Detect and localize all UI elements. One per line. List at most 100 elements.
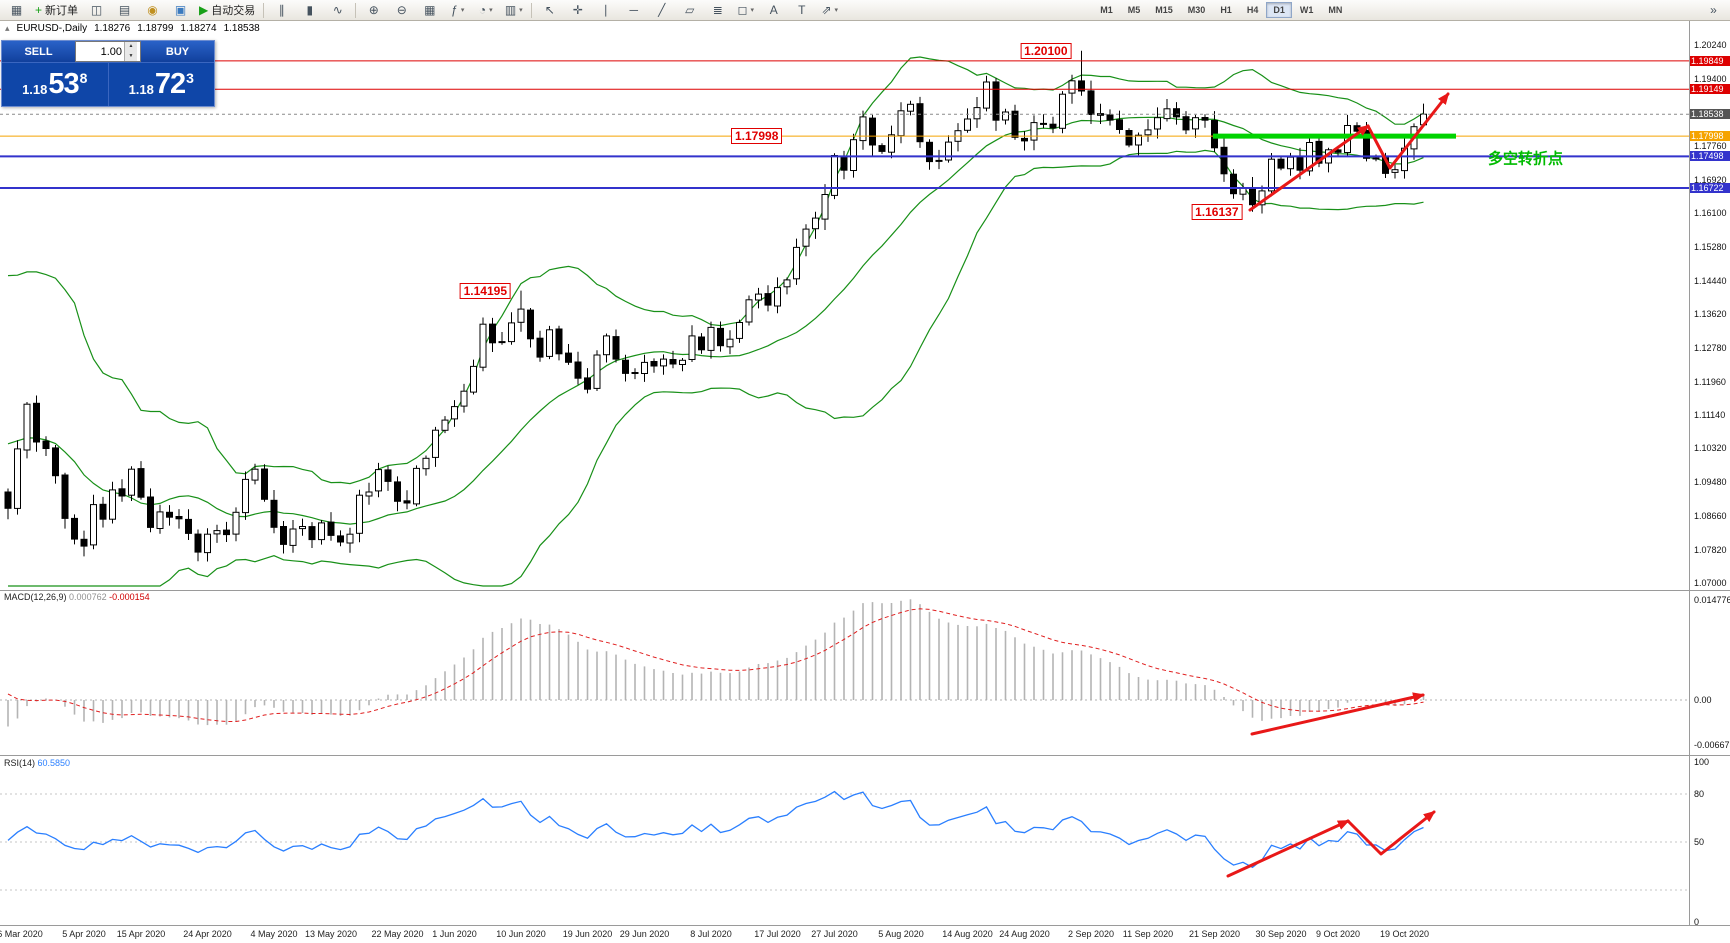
candle-body	[403, 500, 411, 504]
candle-body	[869, 117, 876, 146]
new-order-button[interactable]: + 新订单	[31, 1, 82, 20]
navigator-icon[interactable]: ◉	[139, 1, 166, 20]
text-icon[interactable]: A	[760, 1, 787, 20]
candle-body	[1353, 125, 1361, 132]
candle-body	[308, 526, 316, 541]
candle-body	[204, 533, 211, 554]
candle-body	[1011, 110, 1019, 138]
text-label-icon[interactable]: T	[788, 1, 815, 20]
turning-point-annotation[interactable]: 多空转折点	[1488, 150, 1564, 168]
candle-body	[1315, 140, 1323, 164]
trend-arrow[interactable]	[1346, 810, 1436, 856]
zoom-out-icon[interactable]: ⊖	[388, 1, 415, 20]
rsi-panel-separator[interactable]	[0, 755, 1730, 756]
candle-body	[1182, 116, 1190, 131]
cursor-icon[interactable]: ↖	[536, 1, 563, 20]
candle-body	[42, 440, 50, 450]
timeframe-D1-button[interactable]: D1	[1266, 2, 1292, 18]
trend-arrow[interactable]	[1248, 124, 1370, 212]
timeframe-MN-button[interactable]: MN	[1328, 5, 1343, 15]
trend-arrow[interactable]	[1250, 692, 1425, 736]
timeframe-M15-button[interactable]: M15	[1155, 5, 1173, 15]
fibonacci-icon[interactable]: ≣	[704, 1, 731, 20]
panel-collapse-icon[interactable]: ▴	[5, 23, 10, 33]
buy-price[interactable]: 1.18 72 3	[107, 63, 215, 106]
sell-button[interactable]: SELL	[2, 41, 75, 62]
sell-price-big: 53	[48, 68, 79, 100]
data-window-icon[interactable]: ▤	[111, 1, 138, 20]
candle-body	[992, 81, 1000, 121]
timeframe-W1-button[interactable]: W1	[1299, 5, 1314, 15]
price-label[interactable]: 1.17998	[731, 128, 783, 145]
sell-price[interactable]: 1.18 53 8	[2, 63, 108, 106]
buy-price-sup: 3	[186, 70, 194, 86]
zoom-in-icon[interactable]: ⊕	[360, 1, 387, 20]
candle-body	[194, 533, 202, 553]
timeframe-M1-button[interactable]: M1	[1100, 5, 1113, 15]
new-chart-icon[interactable]: ▦	[3, 1, 30, 20]
candle-body	[1030, 122, 1038, 141]
line-chart-mode-icon[interactable]: ∿	[324, 1, 351, 20]
candle-body	[973, 107, 981, 120]
lot-increase-button[interactable]: ▲	[124, 42, 137, 52]
price-label[interactable]: 1.16137	[1191, 203, 1243, 220]
candle-body	[289, 528, 297, 546]
bar-chart-mode-icon[interactable]: ∥	[268, 1, 295, 20]
lot-decrease-button[interactable]: ▼	[124, 51, 137, 61]
toolbar-separator	[531, 2, 533, 18]
candle-body	[80, 538, 88, 547]
vertical-line-icon[interactable]: ∣	[592, 1, 619, 20]
trendline-icon[interactable]: ╱	[648, 1, 675, 20]
candle-body	[859, 116, 867, 142]
channel-icon[interactable]: ▱	[676, 1, 703, 20]
price-badge: 1.17498	[1690, 151, 1730, 162]
timeframe-H4-button[interactable]: H4	[1246, 5, 1259, 15]
shapes-icon[interactable]: ◻ ▾	[732, 1, 759, 20]
periods-icon: ◔	[478, 3, 487, 17]
date-axis-label: 22 May 2020	[371, 929, 424, 939]
line-chart-mode-icon: ∿	[332, 3, 343, 17]
market-watch-icon[interactable]: ◫	[83, 1, 110, 20]
trend-arrow[interactable]	[1366, 92, 1450, 170]
new-order-icon: +	[35, 3, 43, 17]
autotrading-button-label: 自动交易	[211, 5, 256, 17]
periods-icon[interactable]: ◔ ▾	[472, 1, 499, 20]
date-axis-label: 17 Jul 2020	[754, 929, 801, 939]
horizontal-line-icon: ─	[629, 3, 638, 17]
toolbar-overflow-icon[interactable]: »	[1700, 1, 1727, 20]
trend-arrow[interactable]	[1226, 819, 1350, 878]
price-badge: 1.17998	[1690, 131, 1730, 142]
date-axis-label: 9 Oct 2020	[1315, 929, 1361, 939]
arrows-tool-icon[interactable]: ⇗ ▾	[816, 1, 843, 20]
horizontal-line-icon[interactable]: ─	[620, 1, 647, 20]
terminal-icon[interactable]: ▣	[167, 1, 194, 20]
macd-label: MACD(12,26,9) 0.000762 -0.000154	[4, 592, 150, 602]
candle-body	[850, 139, 857, 171]
price-label[interactable]: 1.14195	[459, 282, 511, 299]
price-label[interactable]: 1.20100	[1020, 42, 1072, 59]
candle-body	[327, 521, 335, 536]
text-icon: A	[769, 3, 778, 17]
buy-button[interactable]: BUY	[141, 41, 214, 62]
sell-price-prefix: 1.18	[22, 81, 48, 97]
candle-body	[90, 504, 97, 546]
candle-body	[156, 511, 164, 529]
ohlc-low: 1.18274	[180, 23, 217, 34]
indicators-icon[interactable]: ƒ ▾	[444, 1, 471, 20]
timeframe-M30-button[interactable]: M30	[1187, 5, 1206, 15]
timeframe-H1-button[interactable]: H1	[1220, 5, 1232, 15]
crosshair-icon[interactable]: ✛	[564, 1, 591, 20]
new-order-button-label: 新订单	[45, 5, 79, 17]
timeframe-M5-button[interactable]: M5	[1127, 5, 1141, 15]
candlestick-mode-icon[interactable]: ▮	[296, 1, 323, 20]
autotrading-button[interactable]: ▶ 自动交易	[195, 1, 259, 20]
new-chart-icon: ▦	[10, 3, 23, 17]
templates-icon[interactable]: ▥ ▾	[500, 1, 527, 20]
macd-panel-separator[interactable]	[0, 590, 1730, 591]
date-axis-label: 15 Apr 2020	[116, 929, 166, 939]
date-axis-label: 5 Aug 2020	[878, 929, 924, 939]
lot-size-input[interactable]	[76, 42, 124, 61]
tile-windows-icon[interactable]: ▦	[416, 1, 443, 20]
candle-body	[1220, 146, 1228, 175]
